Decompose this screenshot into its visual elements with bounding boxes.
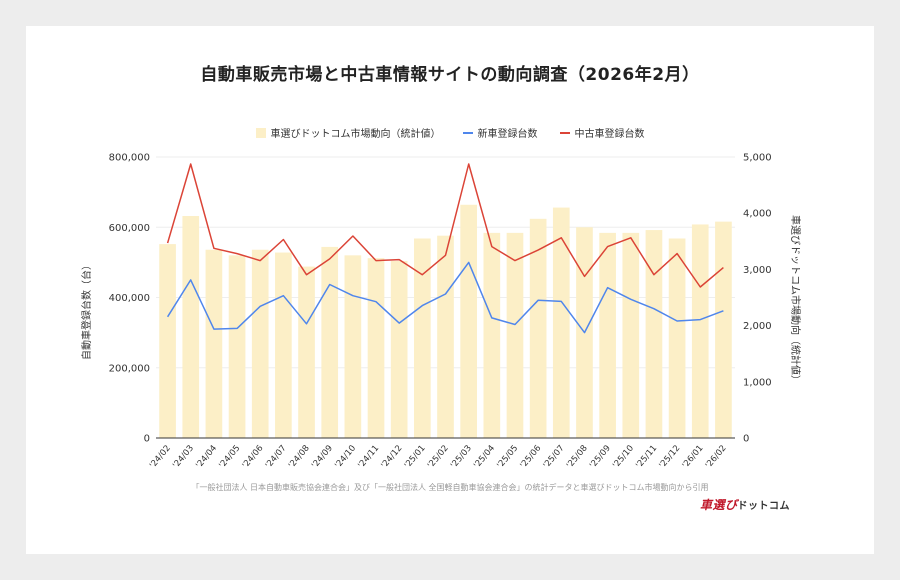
x-tick-label: '24/06 bbox=[241, 444, 266, 471]
brand-logo-main: 車選び bbox=[700, 498, 738, 512]
x-tick-label: '25/03 bbox=[449, 444, 474, 471]
x-tick-label: '25/01 bbox=[403, 444, 428, 471]
bar bbox=[205, 249, 223, 438]
bar bbox=[298, 266, 315, 438]
bar bbox=[552, 207, 570, 438]
x-tick-label: '24/12 bbox=[380, 444, 405, 471]
brand-logo: 車選びドットコム bbox=[700, 496, 790, 513]
bar bbox=[321, 246, 339, 438]
bar bbox=[645, 230, 663, 438]
y-tick-label-right: 2,000 bbox=[743, 321, 772, 332]
bar bbox=[344, 255, 362, 438]
series-lines bbox=[166, 163, 724, 334]
x-tick-label: '24/11 bbox=[356, 444, 381, 471]
legend-swatch-used bbox=[559, 131, 570, 134]
y-axis-right-label: 車選びドットコム市場動向（統計値） bbox=[789, 215, 802, 385]
x-tick-label: '25/06 bbox=[519, 444, 544, 471]
legend-label-bar: 車選びドットコム市場動向（統計値） bbox=[270, 129, 441, 140]
legend-item-used: 中古車登録台数 bbox=[559, 125, 645, 140]
y-axis-left-label: 自動車登録台数（台） bbox=[80, 260, 93, 360]
y-tick-label-right: 5,000 bbox=[743, 153, 772, 164]
x-tick-label: '25/08 bbox=[565, 444, 590, 471]
x-tick-label: '24/09 bbox=[310, 444, 335, 471]
x-tick-label: '24/04 bbox=[194, 444, 219, 471]
x-tick-label: '25/12 bbox=[657, 444, 682, 471]
bar bbox=[622, 232, 640, 438]
bar bbox=[390, 260, 408, 438]
legend-swatch-bar bbox=[255, 127, 266, 138]
bar bbox=[599, 232, 616, 438]
bar bbox=[182, 216, 200, 438]
line-new-registrations bbox=[166, 261, 724, 334]
y-tick-label-right: 0 bbox=[743, 434, 749, 445]
x-tick-label: '24/07 bbox=[264, 444, 289, 471]
x-tick-label: '26/01 bbox=[681, 444, 706, 471]
bar bbox=[715, 221, 732, 438]
chart-title: 自動車販売市場と中古車情報サイトの動向調査（2026年2月） bbox=[200, 65, 700, 85]
bar bbox=[668, 238, 686, 438]
y-tick-label-left: 400,000 bbox=[109, 293, 150, 304]
bar bbox=[691, 224, 709, 438]
legend-label-used: 中古車登録台数 bbox=[574, 129, 645, 140]
legend-item-bar: 車選びドットコム市場動向（統計値） bbox=[255, 125, 441, 140]
bar bbox=[414, 238, 431, 438]
legend-swatch-new bbox=[462, 131, 473, 134]
x-tick-label: '25/07 bbox=[542, 444, 567, 471]
x-tick-label: '25/04 bbox=[472, 444, 497, 471]
x-tick-label: '25/10 bbox=[611, 444, 636, 471]
bar bbox=[483, 232, 501, 438]
y-tick-label-right: 3,000 bbox=[743, 265, 772, 276]
x-tick-label: '24/10 bbox=[333, 444, 358, 471]
x-tick-label: '24/05 bbox=[217, 444, 242, 471]
bar bbox=[251, 249, 269, 438]
x-tick-label: '24/08 bbox=[287, 444, 312, 471]
y-tick-label-left: 800,000 bbox=[109, 153, 150, 164]
x-tick-label: '24/02 bbox=[148, 444, 173, 471]
bar bbox=[275, 252, 292, 438]
y-tick-label-right: 4,000 bbox=[743, 209, 772, 220]
brand-logo-sub: ドットコム bbox=[737, 501, 791, 512]
x-tick-label: '25/05 bbox=[495, 444, 520, 471]
x-tick-label: '25/09 bbox=[588, 444, 613, 471]
x-tick-label: '25/02 bbox=[426, 444, 451, 471]
x-tick-label: '26/02 bbox=[704, 444, 729, 471]
bar bbox=[367, 258, 385, 438]
y-tick-label-left: 0 bbox=[144, 434, 150, 445]
legend: 車選びドットコム市場動向（統計値） 新車登録台数 中古車登録台数 bbox=[0, 125, 900, 140]
x-tick-label: '25/11 bbox=[634, 444, 659, 471]
bar bbox=[228, 255, 246, 438]
bar bbox=[529, 218, 547, 438]
legend-label-new: 新車登録台数 bbox=[477, 129, 538, 140]
source-note: 「一般社団法人 日本自動車販売協会連合会」及び「一般社団法人 全国軽自動車協会連… bbox=[191, 483, 709, 492]
legend-item-new: 新車登録台数 bbox=[462, 125, 538, 140]
y-tick-label-left: 600,000 bbox=[109, 223, 150, 234]
y-tick-label-right: 1,000 bbox=[743, 377, 772, 388]
bar bbox=[437, 235, 454, 438]
y-tick-label-left: 200,000 bbox=[109, 363, 150, 374]
bar bbox=[159, 244, 176, 438]
bar bbox=[460, 204, 477, 438]
line-used-registrations bbox=[166, 163, 724, 288]
bar bbox=[506, 232, 524, 438]
bars bbox=[159, 204, 732, 438]
x-tick-label: '24/03 bbox=[171, 444, 196, 471]
